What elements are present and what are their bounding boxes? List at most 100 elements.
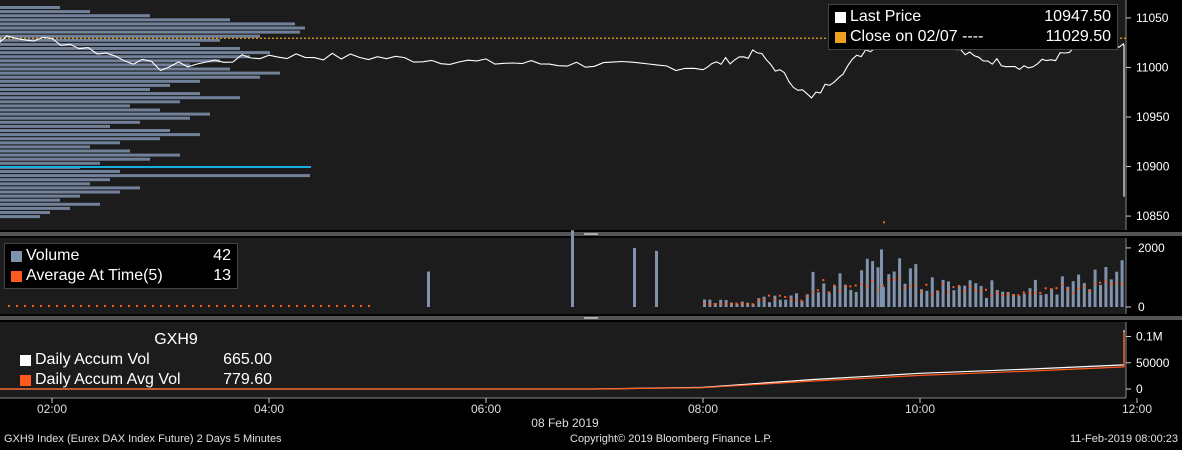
volume-label: Volume [26,247,80,264]
average-marker [925,283,928,286]
volume-bar [427,271,430,307]
volume-bar [822,283,826,307]
x-tick-label: 04:00 [254,402,284,416]
profile-bar [0,215,40,219]
average-marker [914,284,917,287]
volume-bar [789,295,793,307]
profile-bar [0,145,90,149]
profile-bar [0,59,220,63]
volume-bar [854,291,858,307]
average-marker [930,293,933,296]
footer-center: Copyright© 2019 Bloomberg Finance L.P. [570,433,773,445]
average-marker [903,287,906,289]
average-marker [1044,287,1047,290]
average-marker [1039,291,1042,294]
volume-bar [762,296,766,307]
profile-bar [0,51,270,55]
legend-row-last-price[interactable]: Last Price 10947.50 [835,7,1111,27]
profile-bar [0,75,260,79]
x-axis-ticks: 02:0004:0006:0008:0010:0012:0014:0016:00… [37,398,1152,416]
profile-bar [0,71,280,75]
legend-row-daily-accum[interactable]: Daily Accum Vol 665.00 [20,350,272,370]
daily-accum-value: 665.00 [223,351,272,368]
legend-row-average[interactable]: Average At Time(5) 13 [11,266,231,286]
average-marker [768,294,770,297]
volume-bar [633,247,636,307]
volume-legend[interactable]: Volume 42 Average At Time(5) 13 [4,243,238,289]
average-marker [1028,292,1031,295]
legend-row-daily-accum-avg[interactable]: Daily Accum Avg Vol 779.60 [20,370,272,390]
average-marker [1099,281,1101,284]
volume-bar [1001,291,1005,307]
daily-accum-avg-vol-line [0,332,1125,390]
volume-bar [871,261,875,307]
volume-bar [778,299,782,307]
average-marker [128,305,130,307]
volume-bar [860,270,864,307]
volume-bar [757,298,761,307]
volume-bar [887,274,891,307]
average-marker [1050,288,1053,291]
average-marker [8,305,10,307]
volume-bar [898,258,902,307]
average-marker [816,289,819,292]
volume-bar [908,268,912,307]
average-marker [843,285,846,288]
volume-bar [751,304,755,307]
profile-bar [0,108,160,112]
legend-row-close[interactable]: Close on 02/07 ---- 11029.50 [835,27,1111,47]
volume-bar [1066,286,1070,307]
profile-bar [0,174,310,178]
average-marker [120,305,122,307]
average-marker [762,298,765,301]
average-marker [184,305,186,307]
average-marker [881,284,884,287]
volume-swatch [11,250,22,262]
average-marker [80,305,82,307]
average-marker [865,285,868,288]
profile-bar [0,149,130,153]
volume-bar [957,285,961,307]
accum-tick-label: 50000 [1136,356,1170,370]
daily-accum-swatch [20,354,31,366]
price-divider-handle[interactable] [584,233,598,235]
average-marker [344,305,346,307]
average-marker [995,291,998,294]
average-marker [883,221,885,224]
average-marker [968,285,971,288]
average-marker [1033,291,1036,294]
profile-bar [0,157,150,161]
legend-row-volume[interactable]: Volume 42 [11,246,231,266]
average-marker [952,286,955,289]
average-marker [1055,287,1058,290]
average-marker [1077,287,1080,290]
last-price-series-line [0,30,1125,197]
price-legend[interactable]: Last Price 10947.50 Close on 02/07 ---- … [828,4,1118,50]
price-tick-label: 10950 [1136,110,1170,124]
profile-bar [0,206,70,210]
volume-bar [833,285,837,307]
accum-title-row: GXH9 [20,330,272,350]
profile-bar [0,88,150,91]
average-marker [979,290,982,293]
average-markers [8,221,1123,307]
profile-bar [0,190,120,194]
x-tick-label: 10:00 [905,402,935,416]
accum-tick-label: 0 [1136,382,1143,396]
average-marker [860,282,863,285]
volume-bar [903,283,907,307]
profile-bar [0,55,250,59]
volume-bar [865,258,869,307]
volume-bar [968,280,972,307]
daily-accum-avg-value: 779.60 [223,371,272,388]
volume-bar [1039,294,1043,307]
average-marker [713,303,716,306]
profile-bar [0,186,140,190]
accum-tick-label: 0.1M [1136,330,1163,344]
profile-bar [0,30,300,34]
accum-legend[interactable]: GXH9 Daily Accum Vol 665.00 Daily Accum … [14,330,278,390]
average-marker [789,297,792,300]
average-marker [947,291,949,294]
average-marker [746,302,749,305]
volume-divider-handle[interactable] [584,317,598,319]
